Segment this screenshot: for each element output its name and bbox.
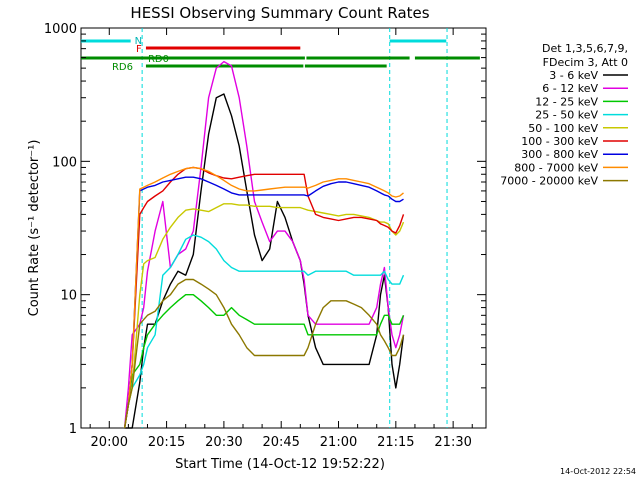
rd0-label: RD0 bbox=[148, 54, 169, 65]
legend-label-3: 12 - 25 keV bbox=[535, 95, 598, 108]
legend-label-6: 100 - 300 keV bbox=[521, 135, 598, 148]
status-bars: NF RD0 RD6 bbox=[81, 28, 480, 428]
legend-label-7: 300 - 800 keV bbox=[521, 148, 598, 161]
series-group bbox=[123, 60, 405, 429]
y-tick-label: 100 bbox=[52, 155, 77, 170]
y-axis: 1 10 100 1000 bbox=[44, 22, 486, 437]
night-label: N bbox=[135, 36, 142, 47]
series-line-8 bbox=[123, 166, 404, 429]
series-line-4 bbox=[123, 234, 405, 429]
x-tick-label: 20:15 bbox=[148, 435, 185, 450]
legend-label-4: 25 - 50 keV bbox=[535, 109, 598, 122]
rd6-label: RD6 bbox=[112, 62, 133, 73]
legend-label-8: 800 - 7000 keV bbox=[514, 161, 598, 174]
y-tick-label: 10 bbox=[60, 289, 77, 304]
legend-header-line-2: FDecim 3, Att 0 bbox=[543, 56, 628, 69]
flare-label: F bbox=[136, 44, 142, 55]
series-line-6 bbox=[123, 166, 405, 429]
footer-timestamp: 14-Oct-2012 22:54 bbox=[560, 467, 636, 476]
x-tick-label: 21:30 bbox=[434, 435, 471, 450]
legend-label-9: 7000 - 20000 keV bbox=[500, 175, 598, 188]
series-line-2 bbox=[123, 60, 405, 429]
x-axis-label: Start Time (14-Oct-12 19:52:22) bbox=[175, 457, 385, 472]
legend-label-2: 6 - 12 keV bbox=[542, 82, 598, 95]
x-tick-label: 20:45 bbox=[262, 435, 299, 450]
legend: Det 1,3,5,6,7,9, FDecim 3, Att 0 3 - 6 k… bbox=[500, 42, 628, 188]
legend-label-5: 50 - 100 keV bbox=[528, 122, 598, 135]
series-line-7 bbox=[123, 176, 404, 429]
series-line-9 bbox=[123, 278, 405, 429]
y-tick-label: 1 bbox=[69, 422, 77, 437]
legend-header-line-1: Det 1,3,5,6,7,9, bbox=[542, 42, 628, 55]
y-tick-label: 1000 bbox=[44, 22, 77, 37]
x-axis: 20:00 20:15 20:30 20:45 21:00 21:15 21:30 bbox=[89, 28, 473, 450]
x-tick-label: 21:15 bbox=[377, 435, 414, 450]
legend-label-1: 3 - 6 keV bbox=[549, 69, 598, 82]
x-tick-label: 20:00 bbox=[91, 435, 128, 450]
series-line-1 bbox=[124, 93, 405, 429]
series-line-3 bbox=[123, 294, 405, 429]
y-axis-label: Count Rate (s⁻¹ detector⁻¹) bbox=[27, 140, 42, 317]
chart-title: HESSI Observing Summary Count Rates bbox=[130, 4, 429, 22]
x-tick-label: 21:00 bbox=[320, 435, 357, 450]
plot-frame bbox=[80, 27, 487, 429]
x-tick-label: 20:30 bbox=[205, 435, 242, 450]
